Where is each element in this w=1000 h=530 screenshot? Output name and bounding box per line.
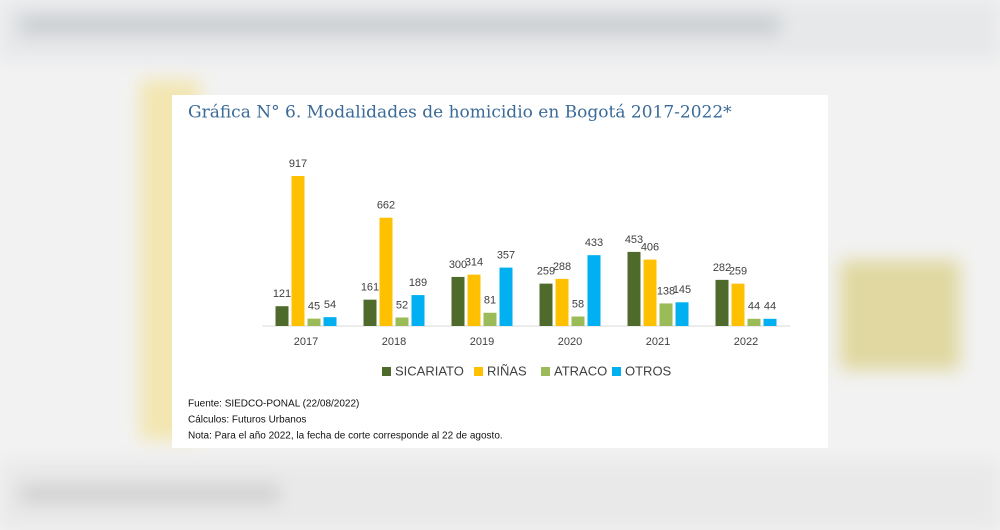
value-label: 54 bbox=[324, 299, 336, 311]
bar bbox=[571, 316, 585, 326]
value-label: 45 bbox=[308, 301, 320, 313]
bar bbox=[275, 306, 289, 326]
bar bbox=[451, 276, 465, 326]
note: Cálculos: Futuros Urbanos bbox=[188, 415, 306, 426]
x-tick-label: 2021 bbox=[646, 336, 670, 348]
value-label: 189 bbox=[409, 277, 427, 289]
legend-label: RIÑAS bbox=[487, 363, 527, 378]
legend-label: ATRACO bbox=[554, 363, 607, 378]
value-label: 314 bbox=[465, 257, 483, 269]
bar bbox=[323, 317, 337, 326]
bar bbox=[291, 176, 305, 326]
x-tick-label: 2020 bbox=[558, 336, 582, 348]
legend-label: OTROS bbox=[625, 363, 672, 378]
value-label: 662 bbox=[377, 200, 395, 212]
note: Nota: Para el año 2022, la fecha de cort… bbox=[188, 431, 503, 442]
x-tick-label: 2018 bbox=[382, 336, 406, 348]
bar bbox=[715, 279, 729, 326]
value-label: 357 bbox=[497, 250, 515, 262]
value-label: 259 bbox=[537, 266, 555, 278]
chart-title: Gráfica N° 6. Modalidades de homicidio e… bbox=[188, 103, 732, 123]
legend-swatch bbox=[382, 367, 391, 376]
value-label: 121 bbox=[273, 288, 291, 300]
bar bbox=[483, 312, 497, 326]
bar bbox=[731, 283, 745, 326]
x-tick-label: 2019 bbox=[470, 336, 494, 348]
value-label: 300 bbox=[449, 259, 467, 271]
bar bbox=[659, 303, 673, 326]
bar bbox=[307, 318, 321, 326]
value-label: 453 bbox=[625, 234, 643, 246]
legend-swatch bbox=[474, 367, 483, 376]
value-label: 259 bbox=[729, 266, 747, 278]
bar bbox=[379, 217, 393, 326]
value-label: 282 bbox=[713, 262, 731, 274]
value-label: 44 bbox=[748, 301, 760, 313]
value-label: 433 bbox=[585, 237, 603, 249]
bar bbox=[555, 278, 569, 326]
value-label: 145 bbox=[673, 284, 691, 296]
legend-swatch bbox=[612, 367, 621, 376]
bar bbox=[747, 318, 761, 326]
value-label: 81 bbox=[484, 295, 496, 307]
legend-swatch bbox=[541, 367, 550, 376]
legend-label: SICARIATO bbox=[395, 363, 464, 378]
value-label: 44 bbox=[764, 301, 776, 313]
bar bbox=[499, 267, 513, 326]
value-label: 58 bbox=[572, 298, 584, 310]
bar bbox=[395, 317, 409, 326]
bar bbox=[643, 259, 657, 326]
bar bbox=[467, 274, 481, 326]
bar bbox=[539, 283, 553, 326]
value-label: 138 bbox=[657, 285, 675, 297]
note: Fuente: SIEDCO-PONAL (22/08/2022) bbox=[188, 399, 359, 410]
value-label: 917 bbox=[289, 158, 307, 170]
bar bbox=[587, 255, 601, 326]
bar bbox=[627, 251, 641, 326]
bar bbox=[411, 295, 425, 326]
bar bbox=[363, 299, 377, 326]
value-label: 161 bbox=[361, 282, 379, 294]
bar bbox=[675, 302, 689, 326]
x-tick-label: 2017 bbox=[294, 336, 318, 348]
bar bbox=[763, 318, 777, 326]
value-label: 406 bbox=[641, 241, 659, 253]
x-tick-label: 2022 bbox=[734, 336, 758, 348]
value-label: 52 bbox=[396, 299, 408, 311]
value-label: 288 bbox=[553, 261, 571, 273]
